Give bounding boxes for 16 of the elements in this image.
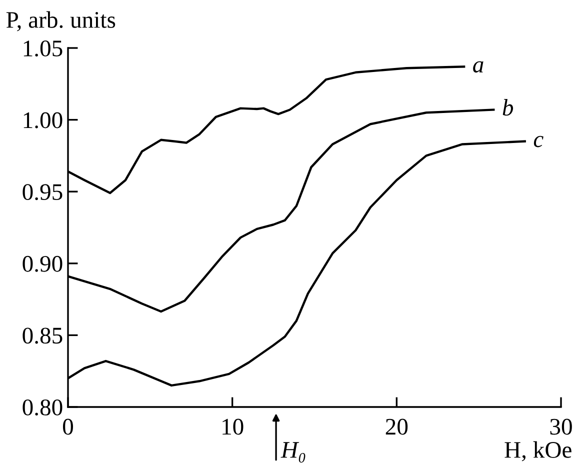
x-tick-label: 20	[386, 418, 408, 435]
y-axis-title: P, arb. units	[6, 11, 116, 32]
x-axis-title: H, kOe	[504, 441, 572, 462]
y-tick-label: 0.95	[22, 184, 62, 200]
y-tick-label: 1.05	[24, 40, 62, 57]
y-tick-label: 0.80	[22, 399, 62, 416]
x-tick-label: 30	[550, 418, 572, 435]
y-tick-label: 1.00	[24, 112, 62, 128]
y-tick-label: 0.90	[22, 256, 62, 272]
series-label: a	[473, 61, 484, 73]
text: H₀	[280, 442, 306, 463]
series-label: b	[502, 99, 514, 116]
y-tick-label: 0.85	[22, 328, 62, 344]
x-tick-label: 10	[222, 418, 244, 435]
x-tick-label: 0	[62, 418, 74, 435]
series-label: c	[534, 136, 544, 148]
